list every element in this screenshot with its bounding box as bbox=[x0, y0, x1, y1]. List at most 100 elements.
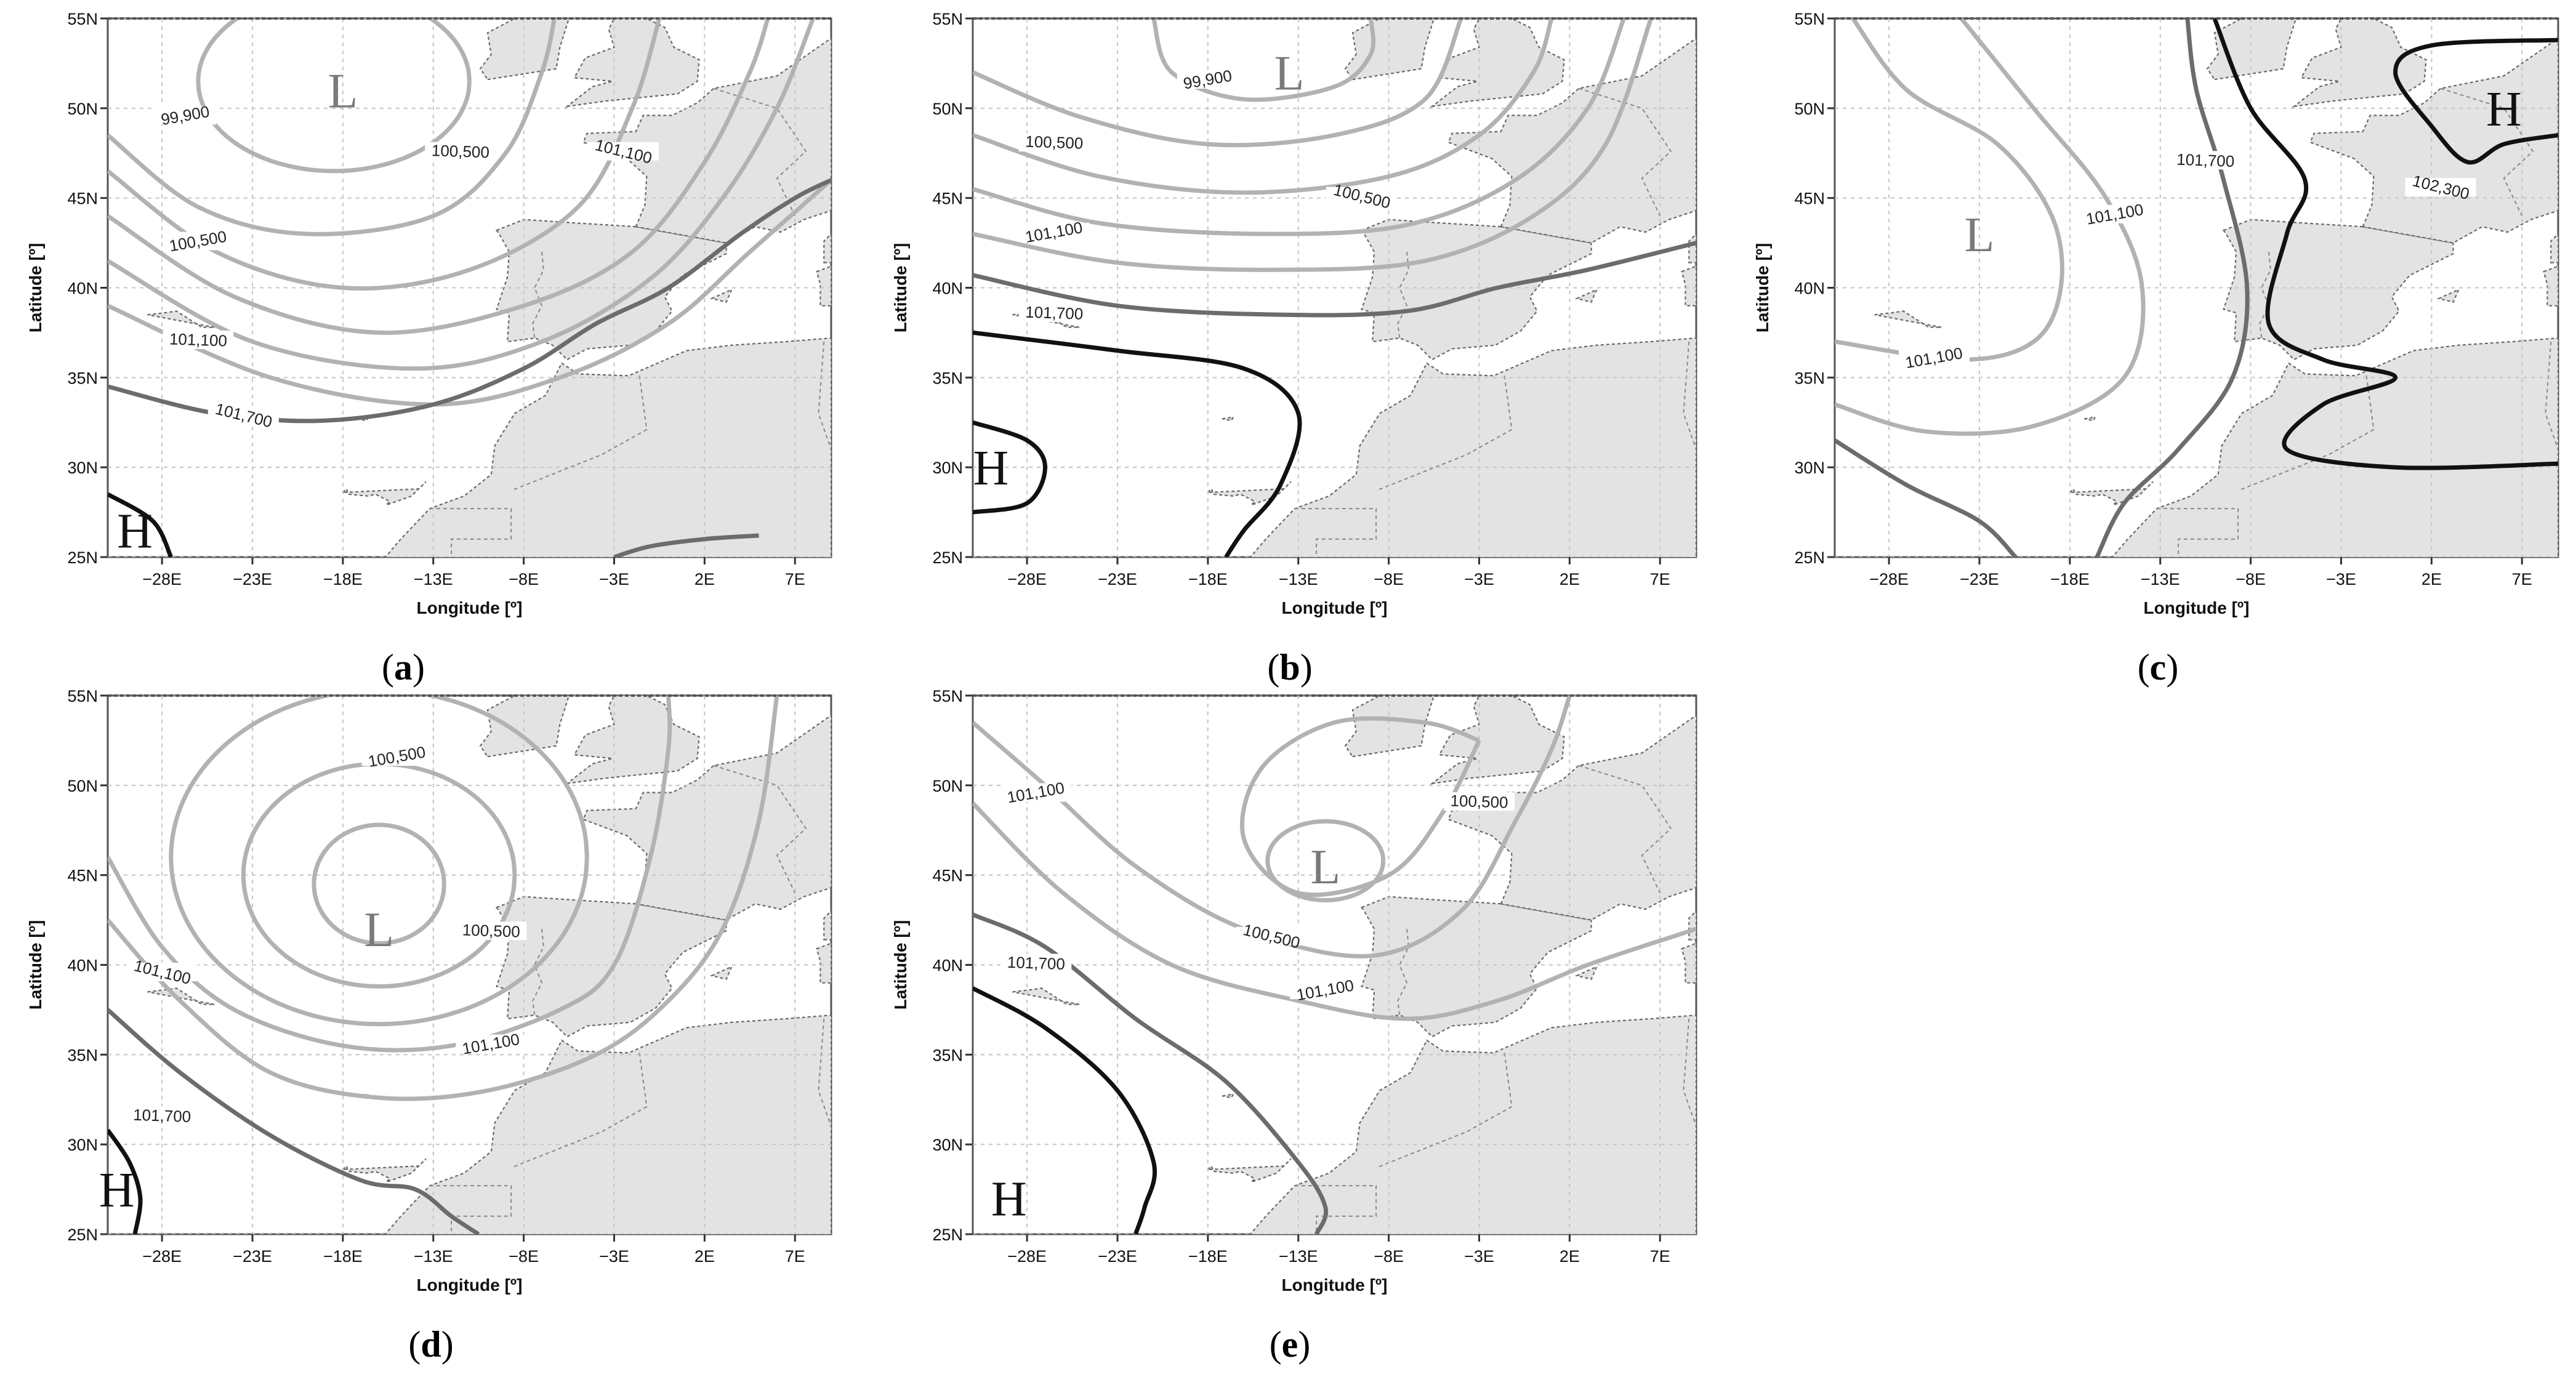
isobar-label-bg bbox=[1899, 348, 1970, 367]
map-svg-d: 100,500100,500101,100101,100101,700LH−28… bbox=[26, 687, 832, 1295]
land-corsica bbox=[1688, 233, 1696, 263]
land-africa bbox=[2111, 337, 2558, 557]
caption-open-paren: ( bbox=[408, 1324, 421, 1365]
isobar-line bbox=[613, 533, 759, 557]
x-tick-label: 7E bbox=[785, 570, 805, 588]
y-tick-label: 40N bbox=[67, 279, 98, 298]
y-tick-label: 55N bbox=[67, 10, 98, 28]
map-svg-e: 101,100 100,500100,500101,100101,700LH−28… bbox=[891, 687, 1697, 1295]
land-azores bbox=[147, 310, 215, 328]
y-tick-label: 25N bbox=[932, 548, 963, 567]
isobar-line bbox=[973, 986, 1157, 1234]
y-tick-label: 55N bbox=[932, 687, 963, 705]
caption-close-paren: ) bbox=[413, 647, 425, 688]
x-tick-label: −23E bbox=[233, 1247, 272, 1266]
isobar-label-bg bbox=[1018, 133, 1090, 152]
x-tick-label: −13E bbox=[414, 570, 453, 588]
panel-caption-d: (d) bbox=[408, 1323, 453, 1366]
low-pressure-center: L bbox=[1274, 47, 1305, 101]
high-pressure-center: H bbox=[99, 1163, 135, 1218]
land-sardinia bbox=[2543, 265, 2558, 307]
y-tick-label: 50N bbox=[67, 777, 98, 795]
x-tick-label: 7E bbox=[1650, 570, 1670, 588]
x-tick-label: 7E bbox=[1650, 1247, 1670, 1266]
isobar-label-bg bbox=[1018, 303, 1090, 323]
country-border bbox=[510, 375, 648, 492]
y-tick-label: 55N bbox=[67, 687, 98, 705]
country-border bbox=[510, 1053, 648, 1169]
land-iberia bbox=[1360, 896, 1592, 1038]
country-border bbox=[713, 87, 807, 217]
map-panel-d: 100,500 100,500 101,100 101,100 101,700 L H −28… bbox=[15, 687, 840, 1295]
x-axis-label: Longitude [º] bbox=[417, 1275, 523, 1295]
high-pressure-center: H bbox=[117, 504, 153, 558]
y-tick-label: 40N bbox=[67, 957, 98, 975]
x-tick-label: −3E bbox=[599, 1247, 629, 1266]
low-pressure-center: L bbox=[1965, 208, 1995, 262]
x-tick-label: −28E bbox=[1007, 570, 1047, 588]
isobar-label-bg bbox=[456, 1034, 527, 1053]
isobar-line bbox=[973, 912, 1329, 1234]
y-tick-label: 55N bbox=[932, 10, 963, 28]
land-corsica bbox=[823, 910, 831, 941]
country-border bbox=[713, 765, 807, 894]
y-tick-label: 45N bbox=[67, 190, 98, 208]
x-tick-label: −18E bbox=[2050, 570, 2090, 588]
land-sardinia bbox=[1681, 942, 1696, 984]
country-border bbox=[532, 929, 544, 1016]
land-sardinia bbox=[1681, 265, 1696, 307]
isobar-label-bg bbox=[1000, 783, 1072, 802]
country-border bbox=[1578, 87, 1672, 217]
x-tick-label: −8E bbox=[1374, 570, 1404, 588]
isobar-label: 100,500 bbox=[431, 141, 489, 161]
land-africa bbox=[384, 337, 831, 557]
y-tick-label: 35N bbox=[67, 1046, 98, 1064]
country-border bbox=[1578, 765, 1672, 894]
isobar-line bbox=[1265, 819, 1386, 903]
isobar-label: 100,500 bbox=[1025, 132, 1084, 153]
country-border bbox=[1683, 341, 1696, 450]
high-pressure-center: H bbox=[973, 441, 1008, 496]
y-axis-label: Latitude [º] bbox=[1753, 243, 1772, 333]
x-tick-label: −23E bbox=[1960, 570, 1999, 588]
x-tick-label: −18E bbox=[1188, 1247, 1228, 1266]
caption-letter: a bbox=[394, 647, 413, 688]
y-axis-label: Latitude [º] bbox=[26, 920, 45, 1010]
isobar-label: 101,700 bbox=[133, 1106, 191, 1126]
isobar-label-bg bbox=[126, 1106, 198, 1125]
panel-caption-a: (a) bbox=[382, 646, 425, 689]
map-panel-c: 101,100 101,700 102,300 101,100 L H −28E −23E −1… bbox=[1742, 10, 2567, 617]
caption-close-paren: ) bbox=[1298, 1324, 1311, 1365]
high-pressure-center: H bbox=[2486, 82, 2522, 137]
caption-open-paren: ( bbox=[2137, 647, 2150, 688]
x-tick-label: −28E bbox=[142, 570, 182, 588]
isobar-line bbox=[241, 761, 517, 989]
isobar-label-bg bbox=[2079, 204, 2151, 223]
isobar-label-bg bbox=[2405, 178, 2476, 197]
y-tick-label: 35N bbox=[932, 369, 963, 387]
x-tick-label: −13E bbox=[414, 1247, 453, 1266]
y-tick-label: 45N bbox=[67, 867, 98, 885]
isobar-line bbox=[108, 492, 173, 557]
isobar-line bbox=[973, 420, 1048, 515]
low-pressure-center: L bbox=[328, 65, 358, 119]
isobar-line bbox=[108, 18, 557, 236]
y-tick-label: 30N bbox=[67, 459, 98, 477]
isobar-label: 101,100 bbox=[169, 329, 227, 350]
isobar-line bbox=[973, 18, 1653, 272]
country-border bbox=[1397, 929, 1409, 1016]
isobar-line bbox=[973, 18, 1626, 236]
country-border bbox=[1294, 1185, 1377, 1234]
isobar-label-bg bbox=[587, 142, 659, 161]
isobar-label-bg bbox=[155, 106, 217, 125]
isobar-label: 101,700 bbox=[1025, 303, 1084, 323]
isobar-label-bg bbox=[163, 231, 234, 251]
land-azores bbox=[147, 987, 215, 1005]
x-tick-label: −3E bbox=[599, 570, 629, 588]
country-border bbox=[1397, 252, 1409, 339]
y-tick-label: 50N bbox=[932, 777, 963, 795]
isobar-label-bg bbox=[2170, 151, 2241, 170]
x-tick-label: −28E bbox=[142, 1247, 182, 1266]
isobar-label-bg bbox=[361, 747, 433, 766]
